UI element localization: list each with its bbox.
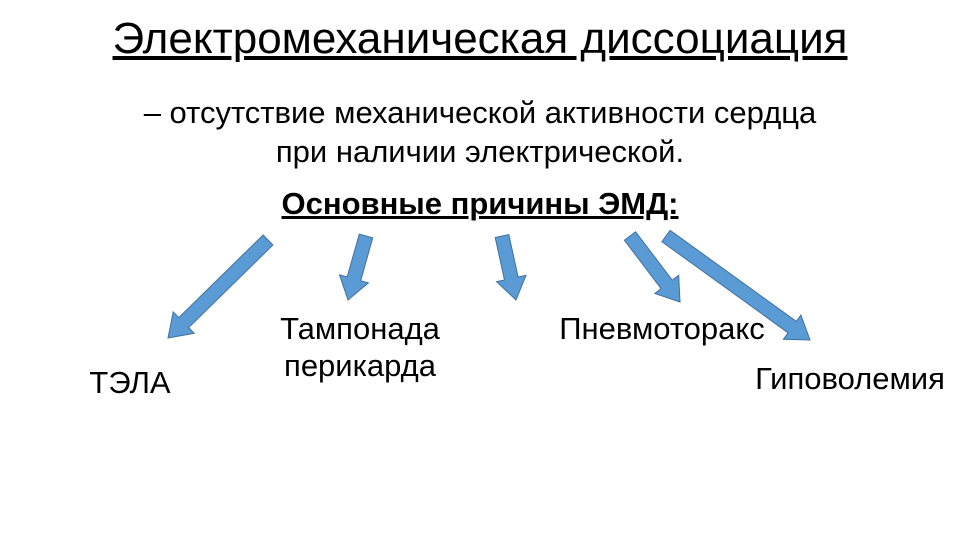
cause-label-2: Тампонадаперикарда	[250, 310, 470, 384]
cause-label-4: Гиповолемия	[740, 360, 960, 397]
definition-line1: – отсутствие механической активности сер…	[144, 95, 817, 130]
causes-subheader: Основные причины ЭМД:	[0, 186, 960, 222]
slide-title: Электромеханическая диссоциация	[0, 14, 960, 64]
definition-line2: при наличии электрической.	[276, 134, 684, 169]
slide-container: Электромеханическая диссоциация – отсутс…	[0, 0, 960, 540]
arrow-2	[340, 234, 373, 300]
definition-text: – отсутствие механической активности сер…	[0, 94, 960, 172]
arrows-svg	[0, 0, 960, 540]
arrow-3	[495, 235, 526, 301]
arrow-4	[624, 232, 680, 302]
cause-label-1: ТЭЛА	[60, 364, 200, 401]
cause-label-3: Пневмоторакс	[532, 310, 792, 347]
